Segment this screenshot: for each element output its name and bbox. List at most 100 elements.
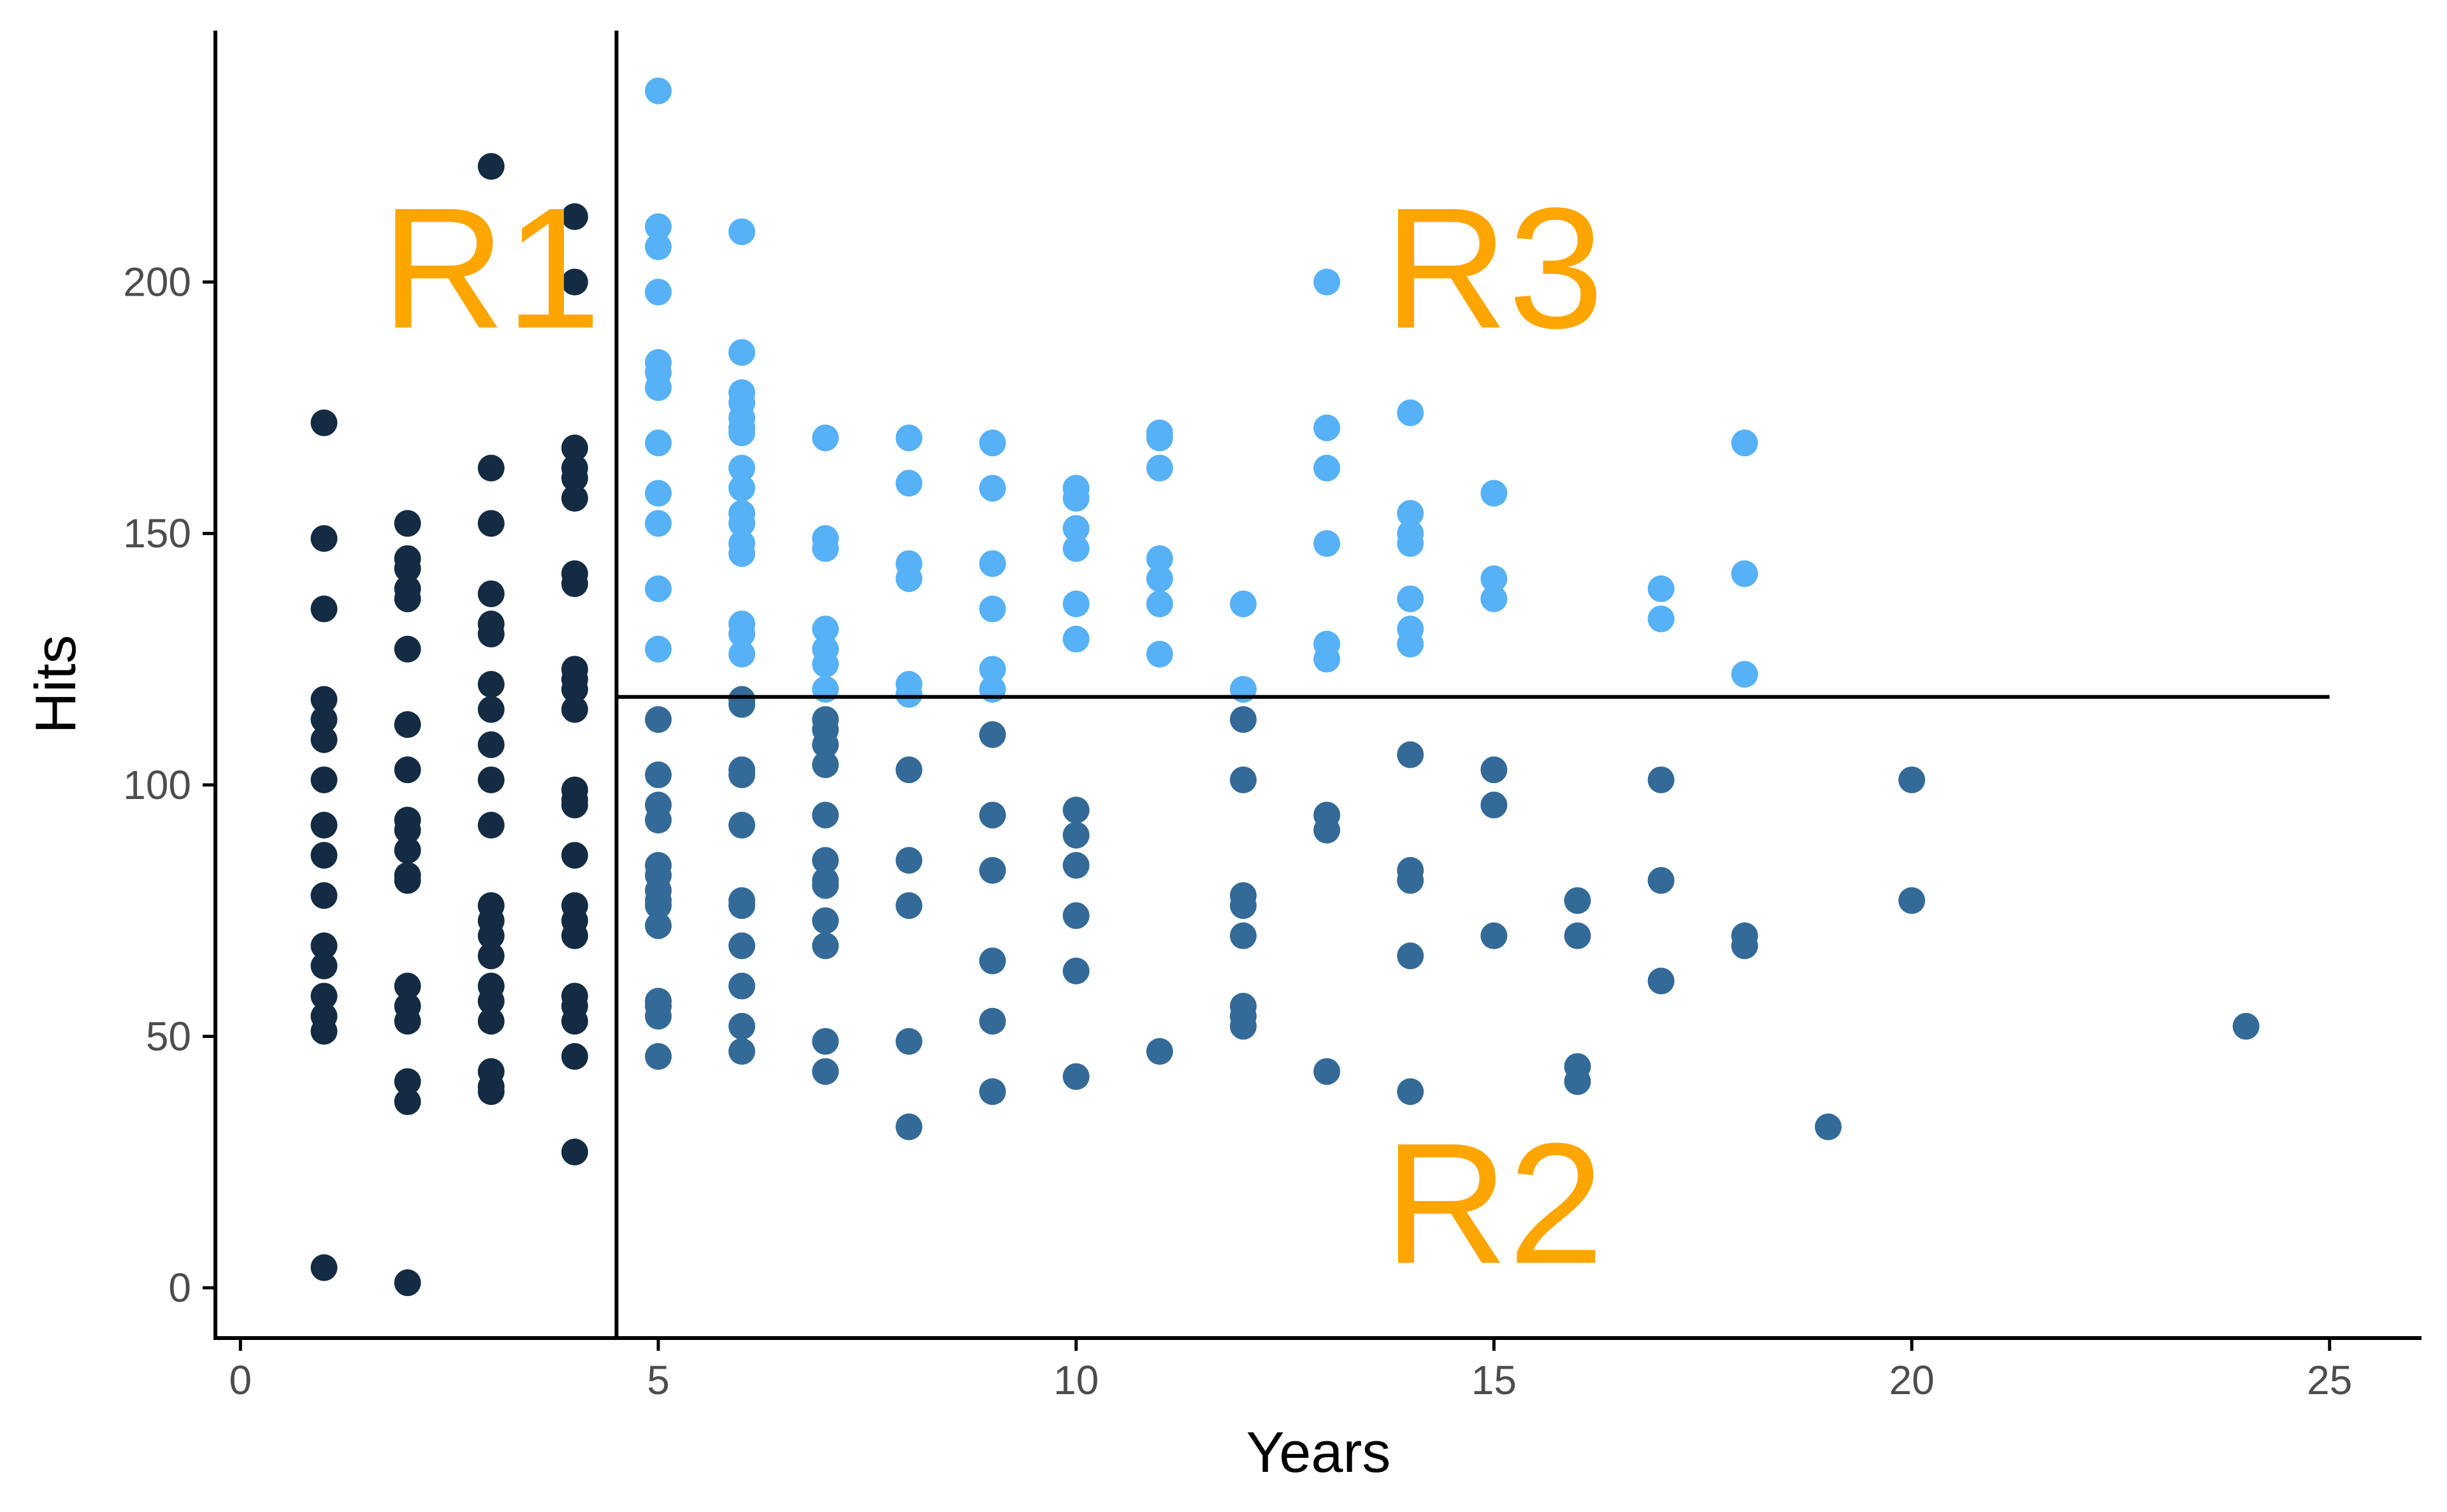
data-point bbox=[394, 1269, 421, 1297]
data-point bbox=[979, 656, 1006, 683]
data-point bbox=[895, 680, 923, 708]
data-point bbox=[645, 480, 672, 507]
data-point bbox=[1397, 500, 1424, 527]
data-point bbox=[1062, 515, 1090, 542]
data-point bbox=[477, 621, 505, 648]
x-tick-label: 15 bbox=[1471, 1357, 1517, 1403]
data-point bbox=[310, 932, 338, 960]
data-point bbox=[1731, 661, 1758, 688]
data-point bbox=[1397, 741, 1424, 768]
data-point bbox=[728, 454, 756, 482]
data-point bbox=[895, 892, 923, 919]
data-point bbox=[979, 550, 1006, 577]
data-point bbox=[1146, 454, 1173, 482]
data-point bbox=[561, 922, 588, 949]
data-point bbox=[561, 484, 588, 512]
data-point bbox=[728, 540, 756, 567]
data-point bbox=[979, 475, 1006, 502]
data-point bbox=[645, 575, 672, 603]
data-point bbox=[1146, 1038, 1173, 1065]
data-point bbox=[2232, 1012, 2260, 1040]
data-point bbox=[728, 892, 756, 919]
series-r3 bbox=[645, 77, 1758, 708]
data-point bbox=[477, 811, 505, 839]
data-point bbox=[1397, 942, 1424, 970]
data-point bbox=[645, 77, 672, 104]
data-point bbox=[561, 1007, 588, 1035]
data-point bbox=[561, 675, 588, 703]
data-point bbox=[1647, 766, 1675, 793]
data-point bbox=[812, 907, 839, 934]
data-point bbox=[1062, 852, 1090, 879]
data-point bbox=[1062, 957, 1090, 984]
data-point bbox=[477, 1007, 505, 1035]
data-point bbox=[477, 731, 505, 758]
data-point bbox=[812, 651, 839, 678]
data-point bbox=[561, 842, 588, 869]
data-point bbox=[812, 424, 839, 452]
data-point bbox=[310, 952, 338, 979]
data-point bbox=[561, 696, 588, 723]
x-axis-title: Years bbox=[1246, 1421, 1391, 1485]
data-point bbox=[1397, 630, 1424, 658]
data-point bbox=[1480, 922, 1508, 949]
series-r1 bbox=[310, 153, 588, 1297]
data-point bbox=[1062, 902, 1090, 930]
data-point bbox=[1229, 590, 1257, 617]
data-point bbox=[561, 570, 588, 598]
region-label-r1: R1 bbox=[381, 173, 601, 364]
data-point bbox=[394, 1068, 421, 1095]
data-point bbox=[477, 454, 505, 482]
x-tick-label: 25 bbox=[2307, 1357, 2352, 1403]
data-point bbox=[1062, 590, 1090, 617]
data-point bbox=[895, 424, 923, 452]
data-point bbox=[812, 751, 839, 779]
series-r2 bbox=[645, 686, 2260, 1141]
data-point bbox=[1229, 706, 1257, 733]
data-point bbox=[895, 1113, 923, 1141]
data-point bbox=[812, 731, 839, 758]
data-point bbox=[310, 525, 338, 552]
data-point bbox=[310, 1254, 338, 1281]
y-tick-label: 50 bbox=[146, 1013, 191, 1059]
data-point bbox=[728, 1038, 756, 1065]
data-point bbox=[895, 470, 923, 497]
region-labels: R1 R3 R2 bbox=[381, 173, 1604, 1300]
data-point bbox=[812, 872, 839, 899]
data-point bbox=[394, 972, 421, 1000]
data-point bbox=[1313, 645, 1341, 673]
data-point bbox=[1564, 887, 1591, 914]
data-point bbox=[812, 802, 839, 829]
data-point bbox=[1480, 565, 1508, 593]
data-point bbox=[728, 419, 756, 447]
data-point bbox=[477, 671, 505, 698]
x-tick-label: 5 bbox=[647, 1357, 670, 1403]
data-point bbox=[310, 595, 338, 623]
data-point bbox=[394, 711, 421, 738]
data-point bbox=[310, 706, 338, 733]
data-point bbox=[1647, 867, 1675, 894]
data-point bbox=[394, 555, 421, 582]
data-point bbox=[1564, 1068, 1591, 1095]
region-label-r2: R2 bbox=[1384, 1108, 1604, 1300]
data-point bbox=[1313, 1058, 1341, 1085]
data-point bbox=[645, 807, 672, 834]
data-point bbox=[310, 686, 338, 713]
data-point bbox=[1146, 590, 1173, 617]
data-point bbox=[1062, 1063, 1090, 1090]
data-point bbox=[1062, 796, 1090, 824]
data-point bbox=[812, 847, 839, 874]
data-point bbox=[1397, 1078, 1424, 1105]
data-point bbox=[1146, 424, 1173, 452]
region-label-r3: R3 bbox=[1384, 173, 1604, 364]
x-tick-label: 10 bbox=[1053, 1357, 1099, 1403]
y-tick-label: 200 bbox=[123, 259, 191, 305]
data-point bbox=[1313, 268, 1341, 296]
axes: 0 5 10 15 20 25 0 50 100 150 200 Years Hits bbox=[24, 31, 2422, 1485]
data-point bbox=[1397, 585, 1424, 612]
data-point bbox=[477, 580, 505, 607]
data-point bbox=[728, 1012, 756, 1040]
data-point bbox=[394, 867, 421, 894]
data-point bbox=[1397, 399, 1424, 426]
